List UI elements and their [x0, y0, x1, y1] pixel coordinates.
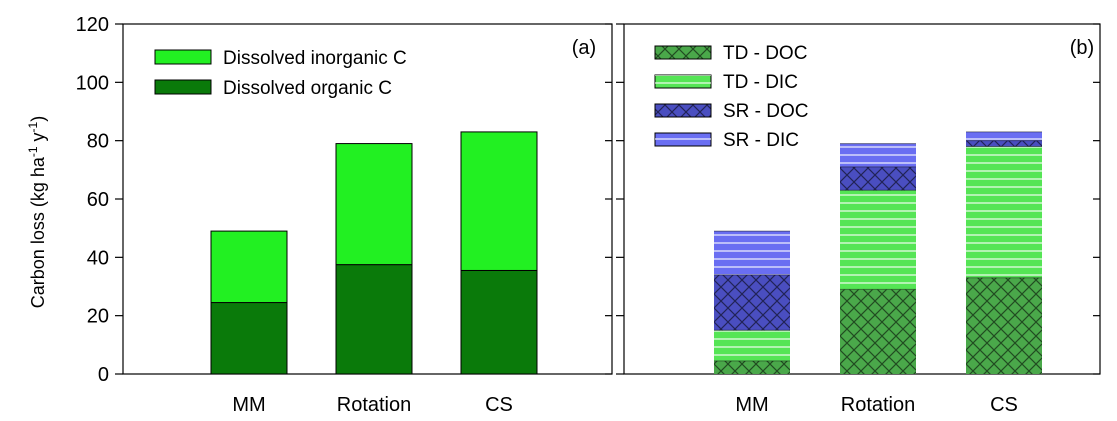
bar-cs-td-doc-hatch — [966, 277, 1042, 374]
legend-swatch-dissolved-organic-c — [154, 79, 212, 95]
legend-swatch-td-doc-hatch — [655, 46, 711, 59]
legend-label: TD - DIC — [723, 72, 798, 93]
legend-label: Dissolved organic C — [223, 78, 392, 99]
bar-rotation-sr-doc-hatch — [840, 166, 916, 191]
legend-swatch-td-dic-hatch — [655, 75, 711, 88]
bar-rotation-dissolved-organic-c — [335, 264, 413, 375]
bar-mm-dissolved-organic-c — [210, 302, 288, 375]
bar-cs-td-dic-hatch — [966, 146, 1042, 278]
x-tick-label-cs: CS — [485, 394, 513, 416]
bar-mm-td-dic-hatch — [714, 330, 790, 361]
bar-cs-sr-doc-hatch — [966, 140, 1042, 147]
panel-b-chart: MM Rotation CS TD - DOC TD - DIC SR - DOC SR -… — [616, 23, 1101, 416]
y-tick-label: 0 — [98, 364, 109, 386]
x-tick-label-cs: CS — [990, 394, 1018, 416]
y-axis-title: Carbon loss (kg ha-1 y-1) — [26, 116, 48, 308]
y-tick-label: 20 — [87, 306, 109, 328]
legend-swatch-sr-dic-hatch — [655, 133, 711, 146]
panel-label: (a) — [572, 37, 596, 59]
legend-swatch-sr-doc-hatch — [655, 104, 711, 117]
legend-swatch-dissolved-inorganic-c — [154, 49, 212, 65]
y-tick-label: 60 — [87, 189, 109, 211]
legend-label: Dissolved inorganic C — [223, 48, 407, 69]
bar-cs-dissolved-inorganic-c — [460, 131, 538, 271]
y-tick-label: 80 — [87, 131, 109, 153]
y-tick-label: 120 — [76, 14, 109, 36]
bar-rotation-dissolved-inorganic-c — [335, 143, 413, 266]
panel-label: (b) — [1070, 37, 1094, 59]
bar-rotation-td-doc-hatch — [840, 289, 916, 374]
bar-mm-dissolved-inorganic-c — [210, 230, 288, 304]
legend-label: SR - DOC — [723, 101, 809, 122]
y-tick-label: 100 — [76, 72, 109, 94]
bar-mm-td-doc-hatch — [714, 360, 790, 374]
panel-a-chart: 0 20 40 60 80 100 120 MM Rotation CS Dissolved ino… — [76, 14, 613, 416]
x-tick-label-mm: MM — [735, 394, 768, 416]
bar-cs-dissolved-organic-c — [460, 269, 538, 375]
bar-cs-sr-dic-hatch — [966, 131, 1042, 141]
bar-rotation-td-dic-hatch — [840, 190, 916, 290]
x-tick-label-rotation: Rotation — [841, 394, 916, 416]
x-tick-label-mm: MM — [232, 394, 265, 416]
y-tick-label: 40 — [87, 247, 109, 269]
bar-mm-sr-doc-hatch — [714, 274, 790, 331]
bar-rotation-sr-dic-hatch — [840, 143, 916, 167]
x-tick-label-rotation: Rotation — [337, 394, 412, 416]
y-axis-label: Carbon loss (kg ha-1 y-1) — [26, 116, 48, 308]
legend-label: TD - DOC — [723, 43, 807, 64]
legend-label: SR - DIC — [723, 130, 799, 151]
bar-mm-sr-dic-hatch — [714, 231, 790, 275]
